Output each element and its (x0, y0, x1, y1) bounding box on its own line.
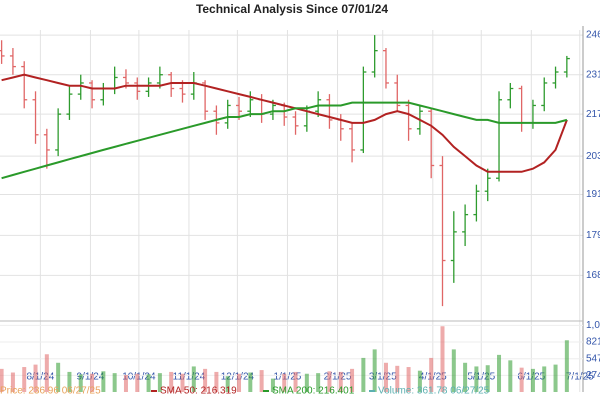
volume-bar (225, 376, 230, 392)
volume-bar (338, 371, 343, 392)
moving-average-line (1, 101, 568, 180)
moving-average-line (1, 73, 568, 173)
volume-bar (429, 357, 434, 392)
y-tick-label: 203 (586, 151, 600, 162)
volume-bar (146, 374, 151, 392)
volume-bar (316, 373, 321, 392)
volume-bar (203, 368, 208, 392)
volume-bar (135, 373, 140, 392)
volume-bar (78, 374, 83, 392)
y-tick-label: 217 (586, 109, 600, 120)
volume-bar (157, 373, 162, 392)
x-tick-label: 11/1/24 (173, 372, 206, 383)
volume-bar (542, 366, 547, 392)
volume-bar (56, 362, 61, 392)
volume-bar (214, 371, 219, 392)
volume-bar (123, 374, 128, 392)
volume-bar (237, 373, 242, 392)
volume-bar (440, 326, 445, 392)
volume-bar (259, 370, 264, 392)
legend-label: SMA 50: 216.319 (160, 386, 237, 397)
volume-bar (474, 366, 479, 392)
volume-bar (463, 362, 468, 392)
volume-bar (169, 371, 174, 392)
y-tick-label: 246 (586, 30, 600, 41)
volume-bar (395, 365, 400, 392)
x-tick-label: 5/1/25 (467, 372, 495, 383)
volume-bar (112, 373, 117, 392)
y-tick-label: 547 (586, 353, 600, 364)
volume-bar (519, 367, 524, 392)
volume-bar (33, 364, 38, 392)
volume-bar (383, 362, 388, 392)
y-tick-label: 231 (586, 69, 600, 80)
legend-label: Price: 236.96 06/27/25 (0, 386, 101, 397)
x-tick-label: 3/1/25 (369, 372, 397, 383)
volume-bar (485, 365, 490, 392)
y-tick-label: 274 (586, 370, 600, 381)
volume-bar (22, 367, 27, 392)
volume-bar (361, 357, 366, 392)
volume-bar (564, 340, 569, 392)
x-tick-label: 7/1/25 (566, 372, 594, 383)
volume-bar (101, 371, 106, 392)
volume-bar (406, 367, 411, 392)
volume-bar (372, 349, 377, 392)
volume-bar (350, 368, 355, 392)
volume-bar (327, 371, 332, 392)
volume-bar (282, 373, 287, 392)
volume-bar (191, 366, 196, 392)
volume-bar (270, 378, 275, 392)
y-tick-label: 191 (586, 189, 600, 200)
y-tick-label: 179 (586, 230, 600, 241)
volume-bar (497, 354, 502, 392)
y-tick-label: 821 (586, 337, 600, 348)
volume-bar (304, 373, 309, 392)
volume-bar (90, 373, 95, 392)
legend-label: Volume: 361.78 06/27/25 (378, 386, 490, 397)
x-tick-label: 2/1/25 (324, 372, 352, 383)
volume-bar (248, 372, 253, 392)
volume-bar (44, 354, 49, 392)
volume-bar (553, 364, 558, 392)
legend-label: SMA 200: 216.401 (272, 386, 355, 397)
volume-bar (451, 349, 456, 392)
volume-bar (10, 372, 15, 392)
volume-bar (0, 368, 4, 392)
volume-bar (180, 373, 185, 392)
volume-bar (67, 371, 72, 392)
x-tick-label: 1/1/25 (274, 372, 302, 383)
chart-title: Technical Analysis Since 07/01/24 (196, 2, 388, 16)
volume-bar (293, 371, 298, 392)
volume-bar (508, 360, 513, 392)
volume-bar (530, 368, 535, 392)
y-tick-label: 1,095 (586, 320, 600, 331)
x-tick-label: 8/1/24 (26, 372, 54, 383)
y-tick-label: 168 (586, 270, 600, 281)
volume-bar (417, 370, 422, 392)
